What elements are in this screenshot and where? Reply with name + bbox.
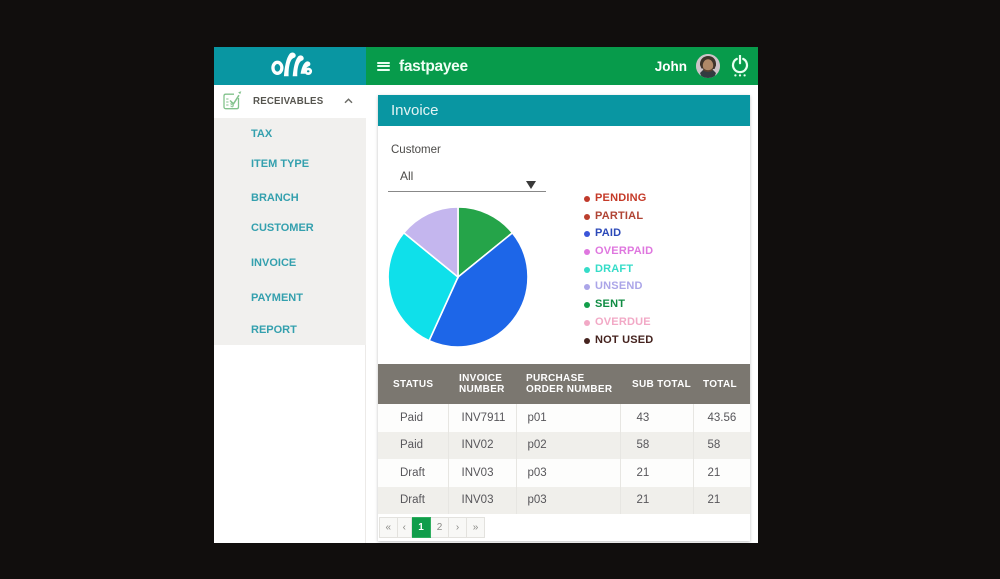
svg-text:$: $ [230, 102, 234, 109]
